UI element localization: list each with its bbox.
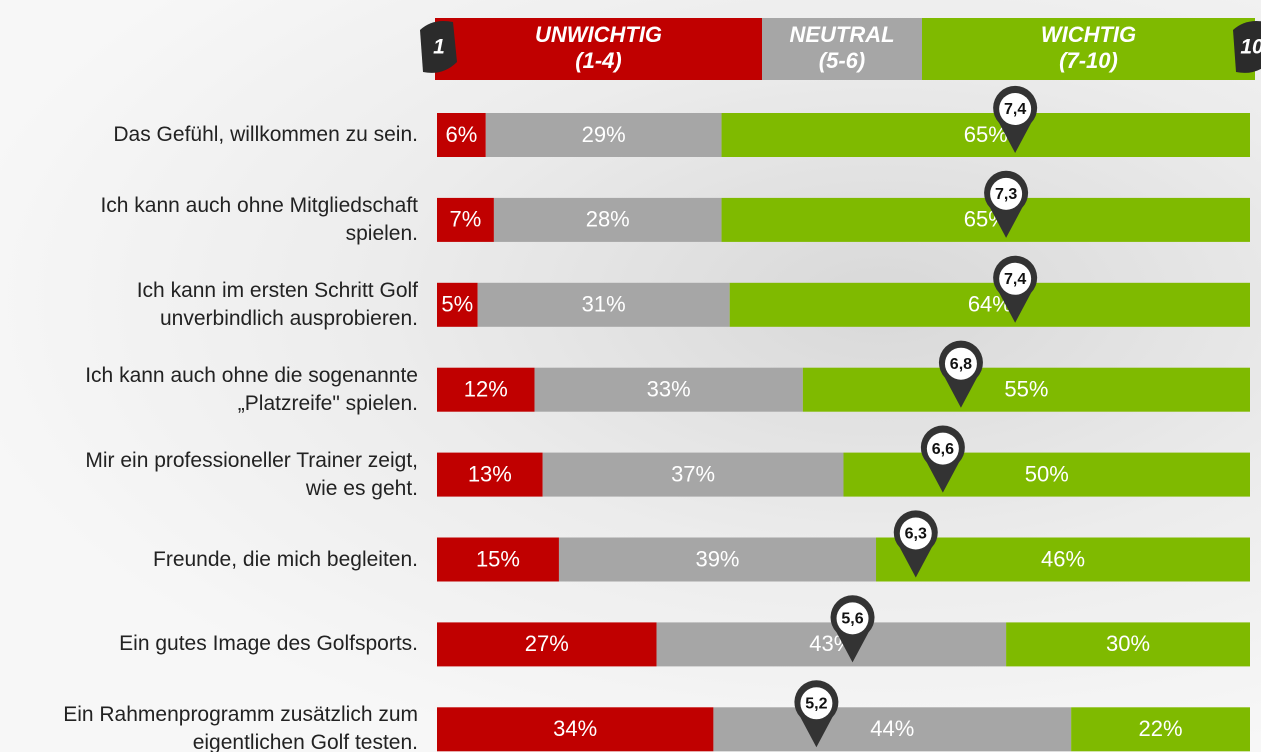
bar-segment [729,282,1250,327]
mean-marker: 7,4 [993,85,1038,153]
scale-badge [1233,21,1261,73]
mean-label: 7,4 [1004,101,1026,118]
value-label: 46% [1041,546,1085,571]
value-label: 34% [553,716,597,741]
bar-segment [876,537,1250,582]
value-label: 33% [647,377,691,402]
value-label: 5% [441,292,473,317]
value-label: 7% [450,207,482,232]
value-label: 65% [964,122,1008,147]
category-label: Mir ein professioneller Trainer zeigt, w… [85,448,418,500]
scale-badge [420,21,457,73]
mean-label: 6,6 [932,441,954,458]
value-label: 22% [1139,716,1183,741]
value-label: 44% [870,716,914,741]
bar-segment [437,707,714,752]
mean-label: 6,8 [950,356,972,373]
pin-face [836,602,869,635]
mean-marker: 7,4 [993,255,1038,323]
mean-label: 5,6 [841,611,863,628]
mean-marker: 5,2 [794,680,839,748]
bar-segment [437,197,494,242]
bar-segment [713,707,1072,752]
category-label: Ein Rahmenprogramm zusätzlich zum eigent… [63,703,418,752]
mean-marker: 7,3 [984,170,1029,238]
bar-segment [534,367,803,412]
bar-segment [437,282,478,327]
bar-segment [1006,622,1250,667]
value-label: 29% [582,122,626,147]
bar-segment [493,197,722,242]
value-label: 13% [468,461,512,486]
mean-marker: 5,6 [830,595,875,663]
category-label: Das Gefühl, willkommen zu sein. [113,123,418,146]
pin-face [999,93,1032,125]
value-label: 27% [525,631,569,656]
mean-label: 5,2 [805,696,827,713]
value-label: 50% [1025,461,1069,486]
value-label: 55% [1004,377,1048,402]
legend-unwichtig: UNWICHTIG (1-4) [435,18,762,80]
bar-segment [656,622,1007,667]
bar-segment [721,197,1250,242]
value-label: 28% [586,207,630,232]
category-label: Freunde, die mich begleiten. [153,547,418,571]
pin-face [926,432,959,465]
bar-segment [485,113,722,157]
bar-segment [477,282,730,327]
value-label: 39% [695,546,739,571]
value-label: 15% [476,546,520,571]
pin-face [944,347,977,380]
scale-label: 1 [433,36,445,59]
value-label: 12% [464,377,508,402]
value-label: 37% [671,461,715,486]
scale-label: 10 [1240,36,1261,59]
bar-segment [843,452,1250,497]
pin-face [999,262,1032,295]
value-label: 6% [445,122,477,147]
mean-marker: 6,3 [893,510,938,578]
bar-segment [542,452,844,497]
category-label: Ich kann im ersten Schritt Golf unverbin… [136,278,418,330]
legend-wichtig: WICHTIG (7-10) [922,18,1255,80]
bar-segment [437,113,486,157]
mean-label: 6,3 [905,526,927,543]
legend-neutral: NEUTRAL (5-6) [762,18,922,80]
bar-segment [437,452,543,497]
mean-marker: 6,6 [920,425,965,493]
bar-segment [437,622,657,667]
mean-label: 7,3 [995,186,1017,203]
bar-segment [1071,707,1250,752]
bar-segment [802,367,1250,412]
pin-face [800,687,833,720]
pin-face [990,177,1023,210]
bar-segment [558,537,877,582]
category-label: Ich kann auch ohne die sogenannte „Platz… [85,363,418,415]
value-label: 30% [1106,631,1150,656]
mean-label: 7,4 [1004,271,1026,288]
value-label: 31% [582,292,626,317]
category-label: Ein gutes Image des Golfsports. [119,632,418,656]
pin-face [899,517,932,550]
category-label: Ich kann auch ohne Mitgliedschaft spiele… [100,193,418,245]
bar-segment [437,537,559,582]
mean-marker: 6,8 [938,340,983,408]
bar-segment [437,367,535,412]
bar-segment [721,113,1250,157]
